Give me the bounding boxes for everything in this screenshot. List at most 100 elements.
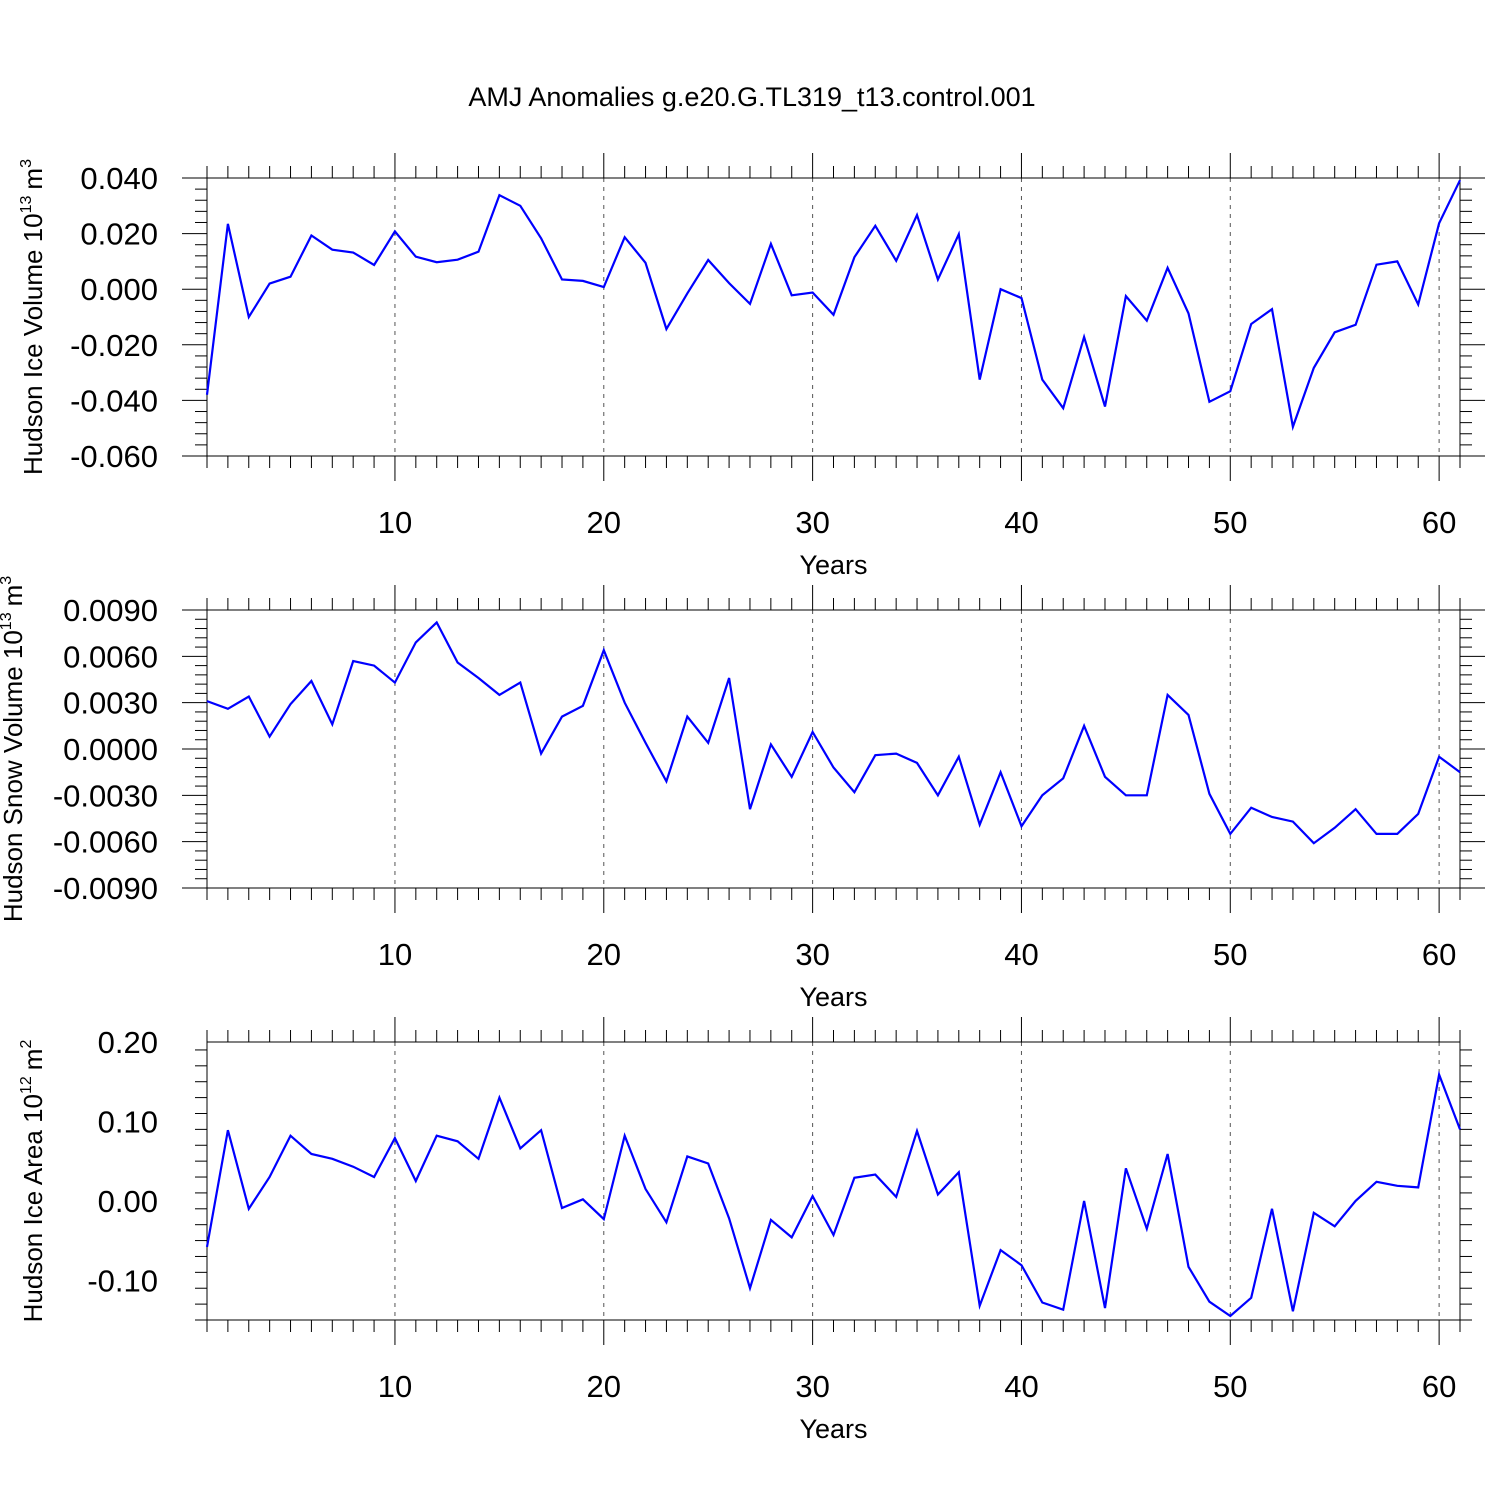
- data-point: [603, 649, 605, 651]
- data-point: [1188, 312, 1190, 314]
- y-tick-label: 0.00: [98, 1184, 158, 1219]
- y-axis-label: Hudson Snow Volume 1013 m3: [0, 576, 28, 922]
- y-axis-label-text: Hudson Ice Volume 10: [18, 213, 48, 475]
- data-point: [1271, 308, 1273, 310]
- data-point: [1146, 320, 1148, 322]
- data-point: [227, 708, 229, 710]
- data-point: [582, 1198, 584, 1200]
- x-tick-label: 60: [1422, 505, 1456, 540]
- data-point: [665, 780, 667, 782]
- data-point: [1417, 303, 1419, 305]
- data-point: [874, 225, 876, 227]
- data-point: [958, 1171, 960, 1173]
- data-point: [603, 286, 605, 288]
- data-point: [1417, 1186, 1419, 1188]
- data-point: [394, 682, 396, 684]
- panel-3: 10 20 30 40 50 60 -0.10 0.00 0.10 0.20 Years Hudson…: [18, 1017, 1472, 1444]
- data-point: [561, 716, 563, 718]
- data-point: [979, 379, 981, 381]
- y-tick-label: 0.0060: [63, 639, 158, 674]
- data-point: [498, 694, 500, 696]
- data-point: [1229, 833, 1231, 835]
- data-point: [269, 736, 271, 738]
- data-point: [707, 259, 709, 261]
- data-point: [1250, 807, 1252, 809]
- data-point: [770, 743, 772, 745]
- data-point: [206, 394, 208, 396]
- y-tick-label: -0.020: [70, 328, 158, 363]
- y-tick-label: 0.0090: [63, 593, 158, 628]
- data-point: [248, 316, 250, 318]
- data-point: [979, 1305, 981, 1307]
- chart-panels: 10 20 30 40 50 60 -0.060 -0.040 -0.020 0.000 0.020…: [0, 153, 1485, 1444]
- data-point: [812, 292, 814, 294]
- y-tick-label: 0.040: [80, 161, 158, 196]
- y-tick-label: -0.10: [87, 1263, 158, 1298]
- data-point: [310, 1153, 312, 1155]
- series-line: [206, 620, 1461, 845]
- data-point: [1396, 1185, 1398, 1187]
- y-tick-label: -0.0030: [53, 778, 158, 813]
- data-point: [1271, 1208, 1273, 1210]
- data-point: [290, 276, 292, 278]
- data-point: [1000, 1249, 1002, 1251]
- data-point: [1104, 1307, 1106, 1309]
- data-point: [331, 723, 333, 725]
- data-point: [1104, 406, 1106, 408]
- chart-title: AMJ Anomalies g.e20.G.TL319_t13.control.…: [468, 82, 1035, 112]
- data-point: [624, 1135, 626, 1137]
- data-point: [791, 294, 793, 296]
- data-point: [937, 794, 939, 796]
- data-point: [206, 1246, 208, 1248]
- y-tick-label: 0.000: [80, 272, 158, 307]
- data-point: [477, 251, 479, 253]
- y-axis-label-exponent: 12: [18, 1076, 35, 1094]
- data-point: [749, 303, 751, 305]
- data-point: [1271, 816, 1273, 818]
- x-tick-label: 40: [1004, 937, 1038, 972]
- y-axis-label-text: Hudson Snow Volume 10: [0, 630, 28, 922]
- data-point: [749, 808, 751, 810]
- data-point: [1375, 1181, 1377, 1183]
- data-point: [457, 662, 459, 664]
- x-tick-label: 50: [1213, 1369, 1247, 1404]
- data-point: [979, 824, 981, 826]
- data-point: [227, 1129, 229, 1131]
- y-tick-label: 0.10: [98, 1104, 158, 1139]
- data-point: [1167, 1153, 1169, 1155]
- data-point: [665, 1221, 667, 1223]
- data-point: [1375, 264, 1377, 266]
- data-point: [874, 1174, 876, 1176]
- data-point: [415, 641, 417, 643]
- data-point: [645, 742, 647, 744]
- y-axis-label-unit: m: [0, 585, 28, 607]
- data-point: [1438, 756, 1440, 758]
- data-point: [1208, 401, 1210, 403]
- data-point: [874, 754, 876, 756]
- y-tick-label: 0.0000: [63, 732, 158, 767]
- data-point: [895, 260, 897, 262]
- data-point: [457, 1140, 459, 1142]
- panel-2: 10 20 30 40 50 60 -0.0090 -0.0060 -0.0030 0.0000 0…: [0, 576, 1485, 1012]
- data-point: [645, 1188, 647, 1190]
- data-point: [540, 1129, 542, 1131]
- x-tick-label: 20: [587, 937, 621, 972]
- data-point: [686, 1155, 688, 1157]
- x-axis-label: Years: [799, 982, 867, 1012]
- data-point: [582, 280, 584, 282]
- data-point: [1229, 1315, 1231, 1317]
- data-point: [728, 282, 730, 284]
- data-point: [645, 262, 647, 264]
- data-point: [1020, 297, 1022, 299]
- data-point: [686, 716, 688, 718]
- data-point: [519, 1147, 521, 1149]
- x-tick-label: 30: [795, 937, 829, 972]
- data-point: [1313, 1212, 1315, 1214]
- data-point: [331, 1158, 333, 1160]
- data-point: [603, 1218, 605, 1220]
- y-axis-label: Hudson Ice Area 1012 m2: [18, 1040, 48, 1323]
- data-point: [1208, 1301, 1210, 1303]
- data-point: [958, 233, 960, 235]
- y-tick-label: -0.0060: [53, 825, 158, 860]
- data-point: [665, 328, 667, 330]
